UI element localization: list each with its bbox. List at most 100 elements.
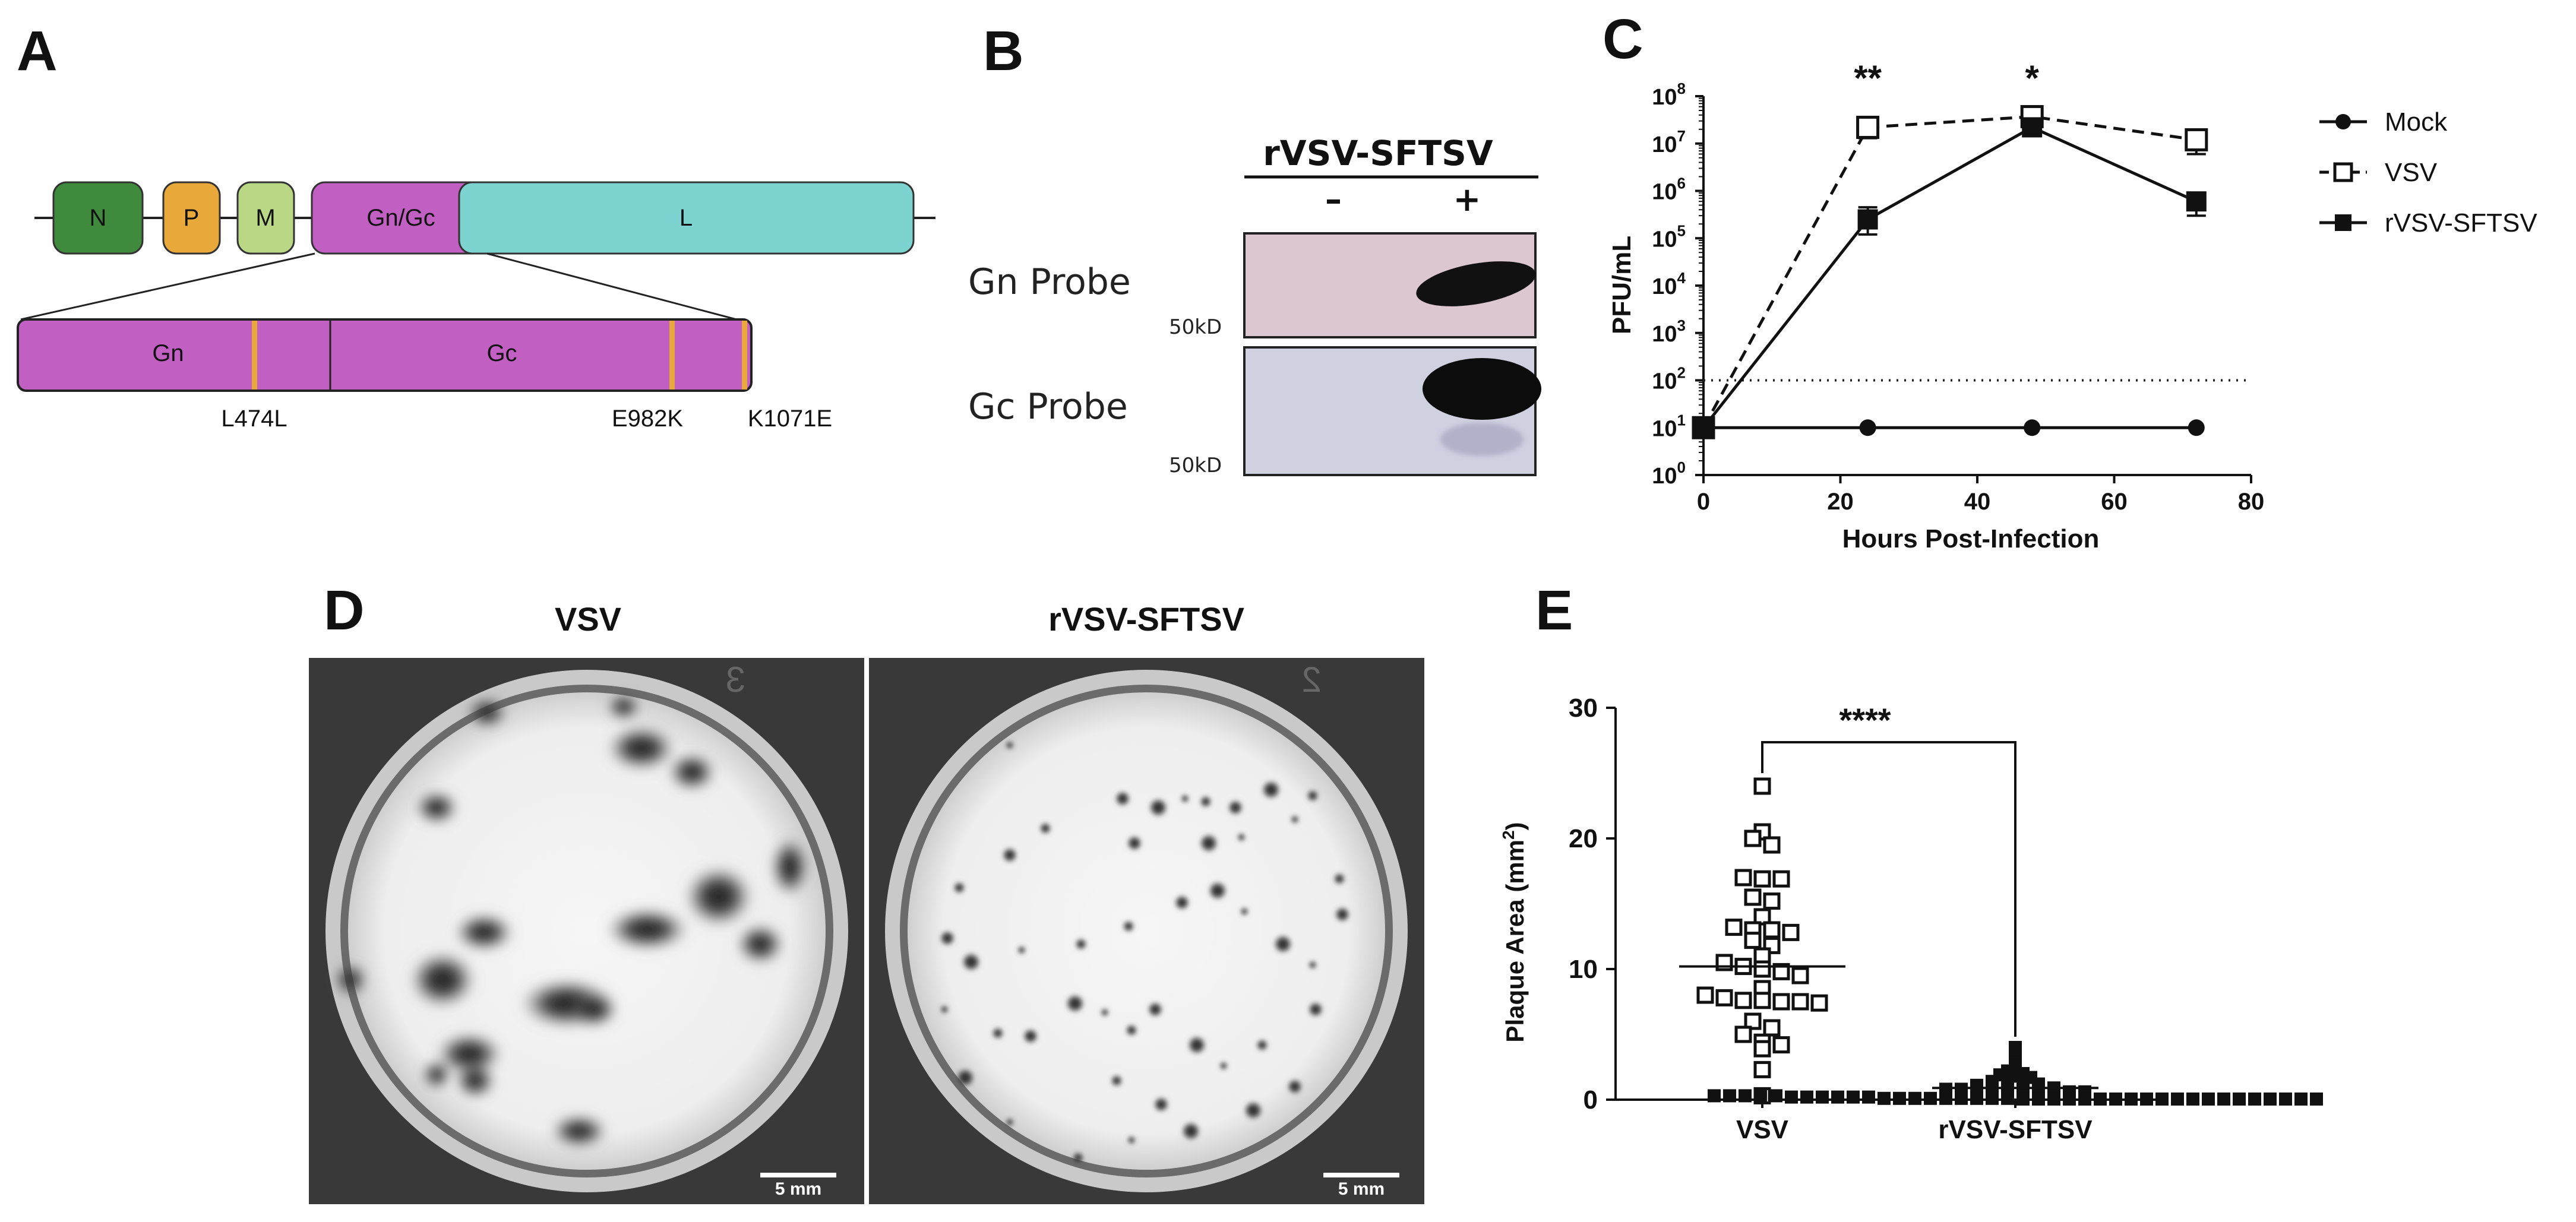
chart-e-point-rvsv-sftsv [1754, 1089, 1767, 1103]
chart-e-point-vsv [1782, 923, 1800, 941]
chart-c-point-vsv [1856, 115, 1880, 139]
chart-e-point-rvsv-sftsv [1831, 1090, 1844, 1104]
chart-e-y-tick-label: 0 [1583, 1085, 1598, 1115]
chart-e-point-rvsv-sftsv [1785, 1090, 1798, 1104]
chart-e-point-rvsv-sftsv [2016, 1092, 2030, 1106]
chart-c-y-tick-exp: 2 [1677, 364, 1686, 382]
vsv-plaque [684, 866, 753, 927]
scalebar-label-vsv: 5 mm [775, 1179, 821, 1199]
rvsv-plaque [1307, 790, 1319, 802]
chart-c-y-tick-exp: 6 [1677, 175, 1686, 192]
chart-e-point-rvsv-sftsv [2171, 1092, 2184, 1106]
vsv-plaque [607, 694, 640, 720]
rvsv-plaque [1066, 994, 1085, 1013]
chart-e-point-vsv [1791, 967, 1809, 984]
chart-c-y-tick-base: 10 [1652, 132, 1677, 157]
rvsv-plaque [1126, 1024, 1137, 1036]
zoom-gn-label: Gn [152, 340, 184, 366]
rvsv-plaque [1237, 833, 1246, 841]
panel-e-plaque-area-chart: Plaque Area (mm2) **** 0 10 20 30 VSV rVSV-SF… [1499, 694, 2323, 1144]
chart-e-point-rvsv-sftsv [2094, 1092, 2107, 1106]
chart-e-point-rvsv-sftsv [1847, 1090, 1860, 1104]
chart-c-y-tick-label: 102 [1652, 364, 1686, 394]
panel-a-genome-diagram: N P M Gn/Gc L Gn Gc L474L E982K K1071E [17, 181, 935, 432]
rvsv-plaque [1075, 938, 1087, 950]
panel-label-a: A [17, 20, 58, 83]
chart-e-point-vsv [1744, 932, 1762, 949]
chart-c-x-tick-label: 0 [1697, 489, 1710, 515]
lane-label-plus: + [1453, 181, 1481, 219]
rvsv-plaque [1308, 961, 1317, 969]
vsv-plaque [455, 1063, 495, 1098]
mutation-mark-1 [252, 321, 257, 390]
chart-e-point-rvsv-sftsv [2294, 1092, 2308, 1106]
rvsv-plaque [1127, 1136, 1136, 1144]
well-rvsv [908, 692, 1385, 1170]
rvsv-plaque [1208, 881, 1227, 900]
rvsv-plaque [1199, 834, 1218, 853]
chart-c-x-tick-label: 40 [1964, 489, 1991, 515]
blot-header: rVSV-SFTSV [1263, 133, 1493, 173]
rvsv-plaque [1181, 794, 1189, 803]
gc-blot-smear [1440, 423, 1524, 456]
chart-e-point-rvsv-sftsv [2063, 1092, 2076, 1106]
scalebar-vsv [760, 1173, 836, 1177]
chart-e-point-vsv [1763, 1019, 1781, 1037]
chart-e-point-vsv [1772, 993, 1790, 1011]
chart-e-point-rvsv-sftsv [1893, 1091, 1906, 1105]
chart-e-point-rvsv-sftsv [2310, 1092, 2323, 1106]
chart-e-point-vsv [1734, 992, 1752, 1009]
panel-label-e: E [1535, 579, 1573, 642]
rvsv-plaque [1287, 1079, 1303, 1094]
rvsv-plaque [1256, 1039, 1268, 1051]
plaque-image-vsv: 3 5 mm [309, 658, 864, 1204]
rvsv-plaque [1273, 935, 1292, 954]
chart-c-point-rvsv-sftsv [1693, 417, 1714, 438]
rvsv-plaque [1127, 835, 1142, 851]
rvsv-plaque [1244, 1101, 1263, 1120]
segment-n [52, 181, 144, 255]
mutation-mark-3 [742, 321, 747, 390]
chart-c-point-mock [2188, 419, 2205, 436]
rvsv-plaque [1072, 1152, 1084, 1164]
chart-c-y-tick-label: 101 [1652, 411, 1686, 441]
chart-c-y-tick-label: 106 [1652, 175, 1686, 205]
chart-c-y-tick-exp: 4 [1677, 269, 1686, 287]
zoom-gc-label: Gc [486, 340, 517, 366]
chart-e-point-vsv [1744, 830, 1762, 847]
chart-e-point-rvsv-sftsv [1924, 1091, 1937, 1105]
chart-c-significance: * [2025, 58, 2040, 98]
legend-label-mock: Mock [2385, 107, 2448, 137]
panel-label-b: B [983, 20, 1024, 83]
scalebar-label-rvsv: 5 mm [1338, 1179, 1385, 1199]
chart-e-point-rvsv-sftsv [1708, 1089, 1721, 1103]
chart-e-point-rvsv-sftsv [1955, 1091, 1968, 1105]
chart-c-ylabel: PFU/mL [1607, 236, 1636, 334]
rvsv-plaque [1153, 1097, 1169, 1112]
rvsv-plaque [1017, 946, 1026, 954]
rvsv-plaque [1115, 791, 1130, 806]
chart-e-point-vsv [1763, 921, 1781, 939]
rvsv-plaque [1335, 907, 1350, 922]
plaque-image-title-vsv: VSV [555, 600, 621, 638]
chart-e-point-rvsv-sftsv [1816, 1090, 1829, 1104]
panel-c-growth-chart: PFU/mL Hours Post-Infection Mock VSV rVSV-… [1607, 58, 2537, 553]
chart-c-line-rvsv-sftsv [1702, 125, 2197, 429]
gn-blot-band [1416, 261, 1536, 306]
rvsv-plaque [1308, 1002, 1323, 1017]
chart-e-point-vsv [1772, 1036, 1790, 1054]
chart-c-y-tick-base: 10 [1652, 416, 1677, 441]
chart-c-x-tick-label: 60 [2101, 489, 2128, 515]
chart-c-y-tick-base: 10 [1652, 464, 1677, 489]
zoom-line-right [486, 252, 737, 321]
rvsv-plaque [1200, 796, 1212, 808]
scalebar-rvsv [1323, 1173, 1399, 1177]
probe-label-gn: Gn Probe [968, 261, 1131, 303]
chart-e-ylabel-main: Plaque Area (mm [1501, 840, 1529, 1043]
rvsv-plaque [1123, 920, 1134, 932]
vsv-plaque [570, 992, 618, 1027]
gc-marker-50kd: 50kD [1169, 454, 1222, 477]
rvsv-plaque [1262, 780, 1281, 799]
chart-e-point-vsv [1753, 870, 1771, 888]
chart-c-legend: Mock VSV rVSV-SFTSV [2319, 107, 2537, 238]
